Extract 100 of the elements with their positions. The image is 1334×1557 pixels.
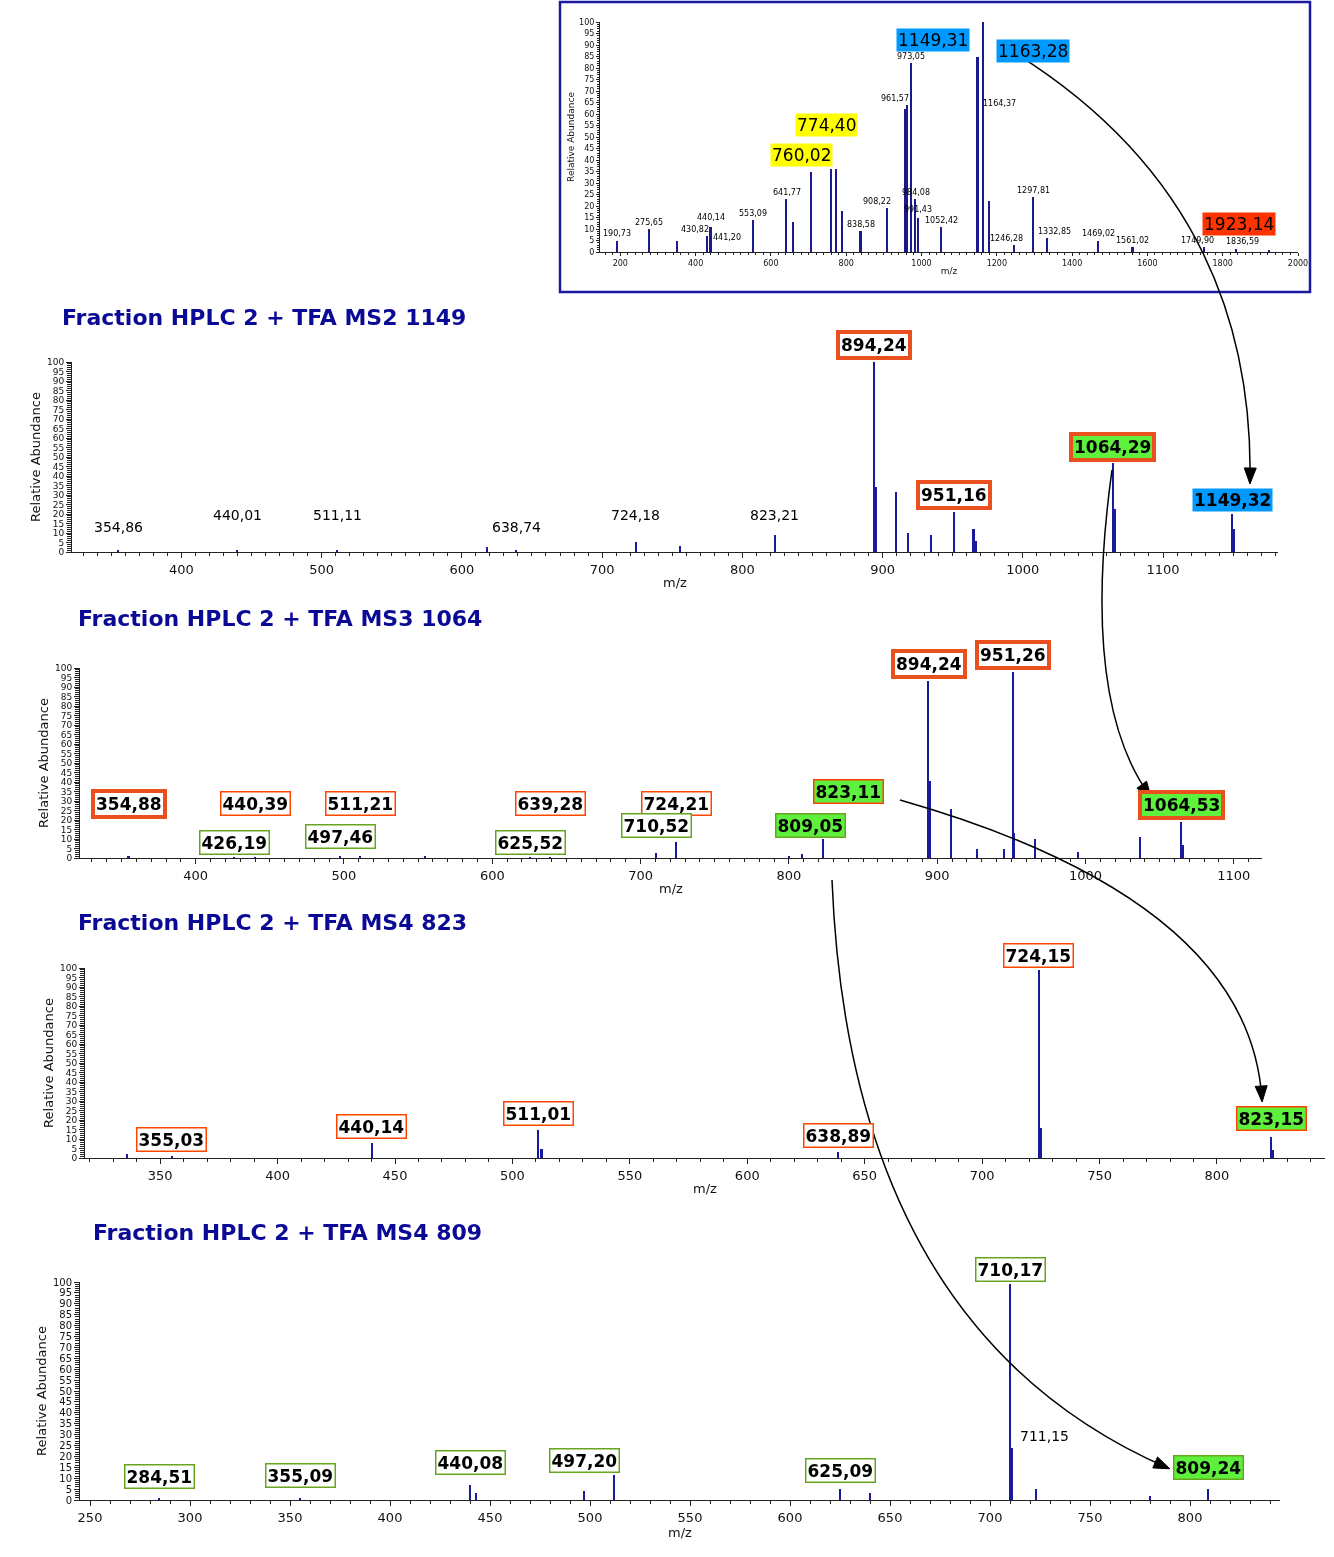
y-tick-label: 35 xyxy=(60,786,73,797)
bar xyxy=(837,1152,839,1158)
annotation: 1297,81 xyxy=(1017,186,1051,195)
y-tick-label: 40 xyxy=(584,155,595,165)
annotation: 823,15 xyxy=(1238,1108,1305,1129)
annotation: 1149,31 xyxy=(898,30,969,50)
y-tick-label: 75 xyxy=(59,1331,72,1342)
annotation: 440,14 xyxy=(338,1116,405,1137)
y-tick-label: 5 xyxy=(58,537,65,548)
y-tick-label: 50 xyxy=(584,132,595,142)
bar xyxy=(1180,822,1182,858)
chart-title: Fraction HPLC 2 + TFA MS3 1064 xyxy=(78,606,483,631)
bar xyxy=(752,220,754,252)
annotation: 724,21 xyxy=(643,793,710,814)
y-tick-label: 25 xyxy=(65,1105,78,1116)
annotation: 440,14 xyxy=(697,213,725,222)
y-axis-title: Relative Abundance xyxy=(566,91,577,182)
y-tick-label: 25 xyxy=(52,499,65,510)
bar xyxy=(371,1143,373,1158)
bar xyxy=(1035,1489,1037,1500)
y-tick-label: 40 xyxy=(59,1407,72,1419)
x-tick-label: 1200 xyxy=(986,258,1007,268)
bar xyxy=(1097,241,1099,252)
y-tick-label: 100 xyxy=(60,963,78,974)
annotation: 823,21 xyxy=(750,507,799,523)
y-tick-label: 35 xyxy=(65,1086,78,1097)
x-tick-label: 600 xyxy=(777,1509,803,1525)
x-tick-label: 600 xyxy=(449,561,475,577)
y-tick-label: 95 xyxy=(59,1287,72,1299)
bar xyxy=(1013,245,1015,252)
annotation: 809,05 xyxy=(777,815,844,836)
y-tick-label: 0 xyxy=(66,853,73,864)
x-tick-label: 650 xyxy=(852,1167,878,1183)
annotation: 430,82 xyxy=(681,225,709,234)
bar xyxy=(839,1489,841,1500)
bar xyxy=(785,199,787,252)
bar xyxy=(904,109,906,252)
annotation: 354,86 xyxy=(94,519,144,535)
y-tick-label: 60 xyxy=(59,1363,72,1375)
annotation: 625,52 xyxy=(497,832,564,853)
x-tick-label: 400 xyxy=(183,867,209,883)
y-tick-label: 65 xyxy=(584,98,595,108)
y-tick-label: 90 xyxy=(52,376,65,387)
bar xyxy=(822,839,824,858)
annotation: 894,24 xyxy=(896,654,962,674)
annotation: 710,17 xyxy=(977,1259,1044,1280)
bar xyxy=(1207,1489,1209,1500)
x-tick-label: 700 xyxy=(628,867,654,883)
x-tick-label: 700 xyxy=(589,561,615,577)
annotation: 497,20 xyxy=(551,1450,618,1471)
y-tick-label: 35 xyxy=(59,1418,72,1430)
x-axis-title: m/z xyxy=(668,1524,693,1540)
x-tick-label: 450 xyxy=(477,1509,503,1525)
annotation: 1164,37 xyxy=(983,99,1017,108)
bar xyxy=(869,1493,871,1500)
bar xyxy=(895,492,897,552)
y-tick-label: 55 xyxy=(65,1048,78,1059)
x-tick-label: 400 xyxy=(377,1509,403,1525)
annotation: 1923,14 xyxy=(1204,214,1275,234)
annotation: 1163,28 xyxy=(998,41,1069,61)
y-tick-label: 25 xyxy=(584,190,595,200)
bar xyxy=(616,241,618,252)
y-tick-label: 70 xyxy=(59,1341,72,1353)
bar xyxy=(655,853,657,858)
y-tick-label: 65 xyxy=(59,1352,72,1364)
y-tick-label: 75 xyxy=(584,75,595,85)
y-tick-label: 70 xyxy=(65,1020,78,1031)
y-tick-label: 40 xyxy=(52,471,65,482)
annotation: 951,16 xyxy=(921,485,987,505)
x-tick-label: 1000 xyxy=(911,258,932,268)
y-tick-label: 20 xyxy=(584,201,595,211)
x-tick-label: 500 xyxy=(331,867,357,883)
y-tick-label: 15 xyxy=(60,824,73,835)
x-tick-label: 800 xyxy=(776,867,802,883)
y-tick-label: 80 xyxy=(65,1001,78,1012)
y-tick-label: 20 xyxy=(65,1115,78,1126)
bar xyxy=(886,208,888,252)
bar xyxy=(972,529,975,552)
y-tick-label: 40 xyxy=(60,777,73,788)
y-tick-label: 50 xyxy=(59,1385,72,1397)
x-tick-label: 1000 xyxy=(1006,561,1040,577)
y-axis-title: Relative Abundance xyxy=(35,698,51,828)
y-tick-label: 60 xyxy=(584,109,595,119)
y-tick-label: 100 xyxy=(52,1276,72,1288)
x-tick-label: 800 xyxy=(1177,1509,1203,1525)
annotation: 497,46 xyxy=(307,826,374,847)
x-tick-label: 400 xyxy=(265,1167,290,1183)
annotation: 838,58 xyxy=(847,220,875,229)
bar xyxy=(873,362,875,552)
bar xyxy=(648,229,650,252)
y-tick-label: 30 xyxy=(52,490,65,501)
y-tick-label: 85 xyxy=(65,991,78,1002)
y-tick-label: 95 xyxy=(52,366,65,377)
bar xyxy=(1034,839,1036,858)
bar xyxy=(1077,852,1079,858)
bar xyxy=(635,542,637,552)
y-tick-label: 5 xyxy=(65,1483,72,1495)
annotation: 639,28 xyxy=(517,793,584,814)
x-tick-label: 700 xyxy=(969,1167,995,1183)
y-tick-label: 75 xyxy=(60,710,73,721)
